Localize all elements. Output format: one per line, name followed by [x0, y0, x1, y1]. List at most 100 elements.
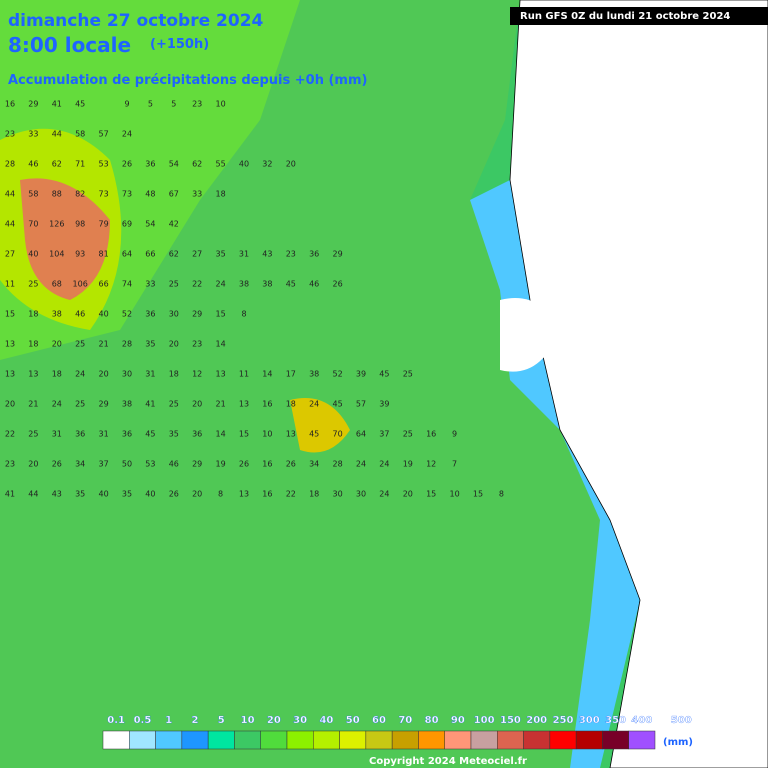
grid-value: 13: [239, 400, 249, 409]
time: 8:00 locale: [8, 33, 131, 57]
grid-value: 33: [145, 280, 155, 289]
grid-value: 40: [145, 490, 155, 499]
grid-value: 20: [192, 400, 202, 409]
legend-label: 0.1: [107, 715, 125, 726]
legend-swatch: [181, 730, 209, 750]
rain-core: [290, 398, 350, 453]
legend-label: 200: [526, 715, 547, 726]
grid-value: 41: [52, 100, 62, 109]
legend-swatch: [365, 730, 393, 750]
grid-value: 19: [216, 460, 226, 469]
grid-value: 20: [403, 490, 413, 499]
grid-value: 23: [286, 250, 296, 259]
grid-value: 23: [192, 340, 202, 349]
grid-value: 13: [239, 490, 249, 499]
legend-swatch: [339, 730, 367, 750]
grid-value: 53: [145, 460, 155, 469]
grid-value: 24: [356, 460, 366, 469]
grid-value: 52: [333, 370, 343, 379]
grid-value: 68: [52, 280, 62, 289]
grid-value: 40: [99, 490, 109, 499]
grid-value: 26: [169, 490, 179, 499]
grid-value: 27: [192, 250, 202, 259]
grid-value: 38: [122, 400, 132, 409]
legend-swatch: [313, 730, 340, 750]
grid-value: 73: [122, 190, 132, 199]
grid-value: 20: [28, 460, 38, 469]
grid-value: 26: [52, 460, 62, 469]
grid-value: 29: [28, 100, 38, 109]
grid-value: 29: [333, 250, 343, 259]
grid-value: 16: [262, 490, 272, 499]
legend-swatch: [234, 730, 261, 750]
grid-value: 31: [145, 370, 155, 379]
grid-value: 35: [145, 340, 155, 349]
grid-value: 23: [5, 460, 15, 469]
grid-value: 46: [75, 310, 85, 319]
grid-value: 10: [262, 430, 272, 439]
grid-value: 21: [216, 400, 226, 409]
grid-value: 24: [75, 370, 85, 379]
grid-value: 16: [262, 460, 272, 469]
grid-value: 21: [28, 400, 38, 409]
legend: 0.1 0.5 1 2 5 10 20 30 40 50 60 70 80 90 100 150 200 250 3…: [102, 715, 693, 750]
grid-value: 38: [52, 310, 62, 319]
grid-value: 37: [99, 460, 109, 469]
grid-value: 18: [216, 190, 226, 199]
run-label: Run GFS 0Z du lundi 21 octobre 2024: [520, 11, 730, 22]
grid-value: 10: [216, 100, 226, 109]
grid-value: 17: [286, 370, 296, 379]
grid-value: 66: [145, 250, 155, 259]
grid-value: 35: [169, 430, 179, 439]
grid-value: 40: [28, 250, 38, 259]
grid-value: 21: [99, 340, 109, 349]
grid-value: 29: [192, 460, 202, 469]
grid-value: 39: [379, 400, 389, 409]
grid-value: 8: [218, 490, 223, 499]
grid-value: 10: [450, 490, 460, 499]
legend-swatch: [286, 730, 314, 750]
grid-value: 44: [5, 190, 15, 199]
grid-value: 36: [145, 160, 155, 169]
grid-value: 79: [99, 220, 109, 229]
grid-value: 41: [145, 400, 155, 409]
grid-value: 25: [169, 400, 179, 409]
legend-label: 10: [241, 715, 255, 726]
grid-value: 45: [286, 280, 296, 289]
grid-value: 30: [333, 490, 343, 499]
grid-value: 15: [239, 430, 249, 439]
grid-value: 35: [75, 490, 85, 499]
grid-value: 16: [426, 430, 436, 439]
legend-swatch: [391, 730, 419, 750]
grid-value: 22: [5, 430, 15, 439]
grid-value: 28: [5, 160, 15, 169]
grid-value: 24: [52, 400, 62, 409]
grid-value: 36: [145, 310, 155, 319]
grid-value: 18: [52, 370, 62, 379]
legend-swatch: [523, 730, 551, 750]
legend-label: 350: [605, 715, 626, 726]
grid-value: 34: [309, 460, 319, 469]
grid-value: 18: [286, 400, 296, 409]
grid-value: 58: [28, 190, 38, 199]
grid-value: 43: [262, 250, 272, 259]
grid-value: 39: [356, 370, 366, 379]
grid-value: 16: [5, 100, 15, 109]
grid-value: 5: [171, 100, 176, 109]
grid-value: 57: [356, 400, 366, 409]
grid-value: 46: [28, 160, 38, 169]
grid-value: 13: [216, 370, 226, 379]
lead: (+150h): [150, 37, 209, 52]
grid-value: 25: [403, 430, 413, 439]
legend-label: 400: [631, 715, 652, 726]
legend-swatch: [549, 730, 577, 750]
legend-swatch: [207, 730, 235, 750]
legend-label: 2: [192, 715, 199, 726]
grid-value: 106: [73, 280, 88, 289]
grid-value: 31: [52, 430, 62, 439]
grid-value: 22: [192, 280, 202, 289]
grid-value: 44: [52, 130, 62, 139]
grid-value: 35: [122, 490, 132, 499]
legend-swatch: [129, 730, 156, 750]
grid-value: 20: [99, 370, 109, 379]
